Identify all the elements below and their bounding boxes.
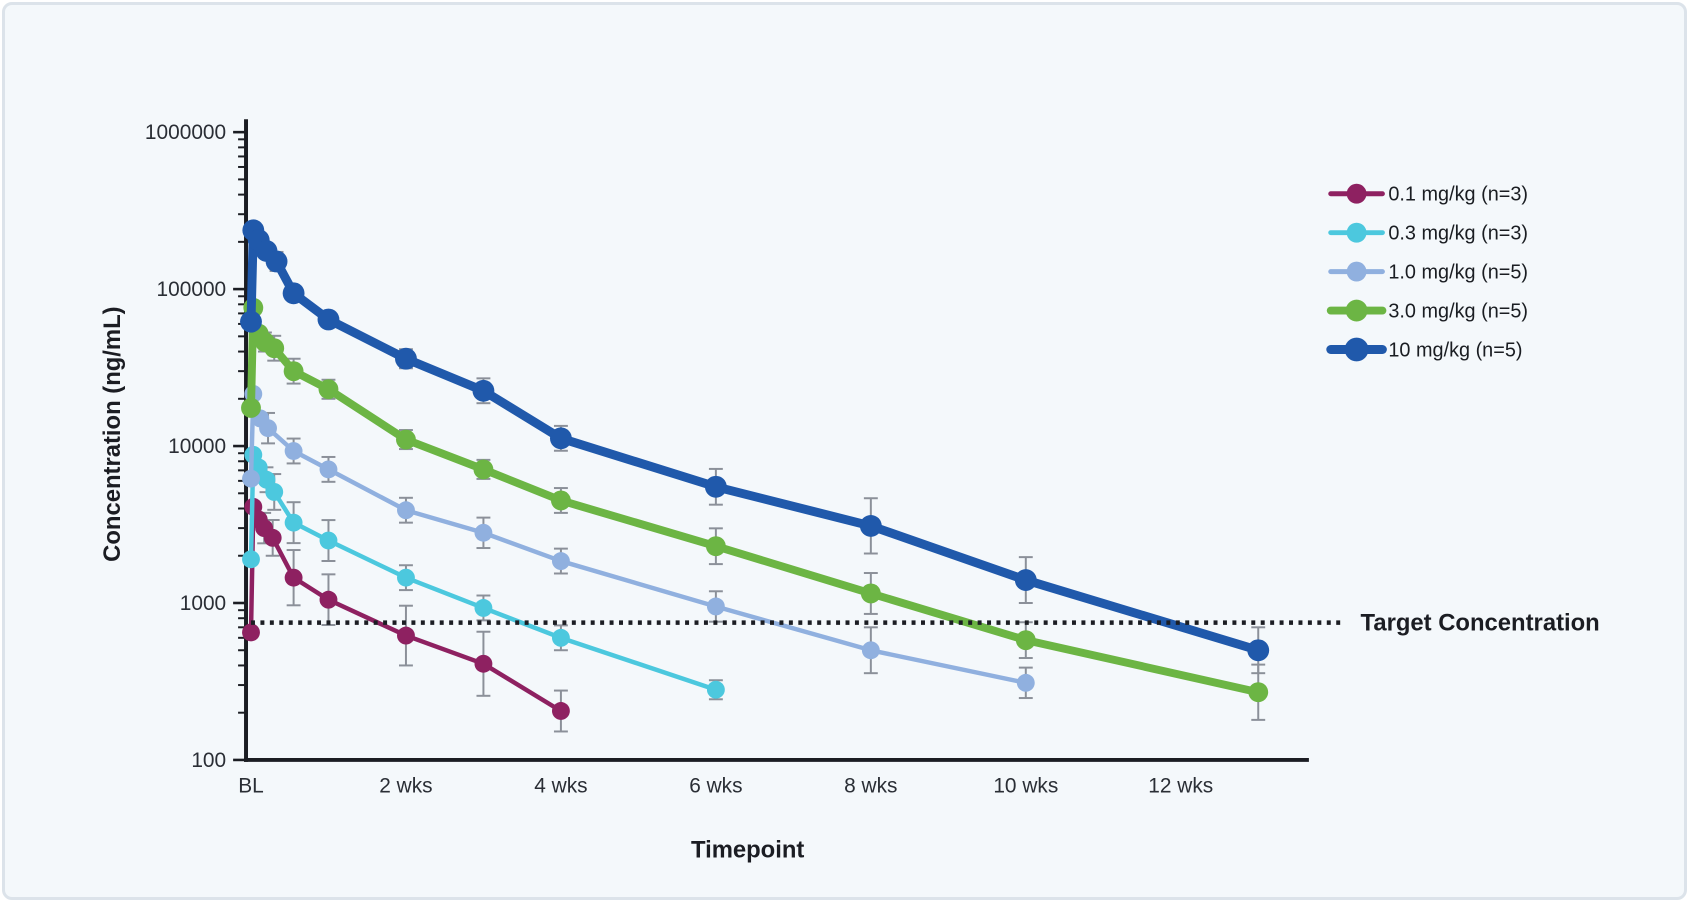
data-point — [319, 590, 338, 609]
data-point — [1247, 639, 1270, 662]
legend-label: 10 mg/kg (n=5) — [1388, 339, 1522, 361]
legend: 0.1 mg/kg (n=3) 0.3 mg/kg (n=3) 1.0 mg/kg … — [1326, 183, 1528, 362]
data-point — [550, 490, 571, 511]
data-point — [861, 641, 880, 660]
data-point — [397, 568, 415, 587]
legend-marker-icon — [1346, 261, 1367, 282]
data-point — [283, 361, 304, 382]
y-tick-label: 100000 — [157, 278, 227, 301]
data-point — [474, 599, 493, 617]
legend-marker-icon — [1346, 183, 1367, 204]
data-point — [706, 597, 725, 616]
data-point — [1014, 569, 1037, 591]
x-tick-label: 8 wks — [844, 775, 897, 798]
data-point — [551, 552, 570, 571]
data-point — [282, 282, 305, 305]
data-point — [284, 442, 303, 460]
legend-marker-icon — [1344, 337, 1369, 362]
legend-item-3: 3.0 mg/kg (n=5) — [1326, 299, 1528, 323]
data-point — [241, 397, 261, 418]
data-point — [1016, 673, 1035, 692]
data-point — [1248, 682, 1269, 703]
legend-label: 0.3 mg/kg (n=3) — [1388, 223, 1528, 245]
data-point — [706, 680, 725, 699]
data-point — [860, 583, 881, 604]
x-tick-label: BL — [238, 775, 264, 798]
data-point — [474, 523, 493, 542]
data-point — [397, 501, 415, 520]
data-point — [319, 460, 338, 479]
data-point — [265, 482, 284, 501]
legend-marker-icon — [1345, 299, 1368, 322]
data-point — [319, 531, 338, 550]
data-point — [551, 628, 570, 647]
series-10-mg-kg-n-5 — [240, 219, 1270, 675]
data-point — [1015, 630, 1036, 651]
y-axis-title: Concentration (ng/mL) — [99, 306, 126, 561]
data-point — [242, 550, 260, 569]
data-point — [704, 475, 727, 498]
data-point — [242, 623, 260, 642]
data-point — [549, 427, 572, 450]
y-tick-label: 1000000 — [145, 121, 226, 144]
legend-label: 3.0 mg/kg (n=5) — [1388, 301, 1528, 323]
data-point — [240, 310, 262, 333]
data-point — [396, 429, 416, 450]
x-tick-label: 12 wks — [1148, 775, 1213, 798]
data-point — [472, 379, 495, 402]
data-point — [395, 347, 417, 370]
data-point — [284, 513, 303, 532]
x-axis-title: Timepoint — [691, 836, 804, 863]
target-line-group: Target Concentration — [250, 610, 1600, 637]
data-point — [242, 469, 260, 488]
series-0.3-mg-kg-n-3 — [242, 445, 725, 701]
data-point — [264, 338, 285, 359]
data-point — [551, 702, 570, 720]
data-point — [473, 459, 494, 480]
data-point — [859, 514, 882, 537]
legend-item-1: 0.3 mg/kg (n=3) — [1328, 222, 1528, 245]
series-1.0-mg-kg-n-5 — [242, 384, 1035, 700]
legend-item-4: 10 mg/kg (n=5) — [1326, 337, 1522, 362]
x-tick-label: 4 wks — [534, 775, 587, 798]
data-point — [263, 528, 282, 547]
series-3.0-mg-kg-n-5 — [241, 297, 1269, 721]
data-point — [318, 379, 339, 400]
data-point — [284, 568, 303, 587]
y-tick-label: 1000 — [180, 592, 226, 615]
y-tick-label: 10000 — [168, 435, 226, 458]
data-point — [705, 536, 726, 557]
y-tick-label: 100 — [191, 749, 226, 772]
legend-marker-icon — [1346, 222, 1367, 243]
data-point — [317, 308, 340, 331]
data-point — [397, 626, 415, 645]
y-axis: 1000000 100000 10000 1000 100 Concentration (… — [99, 119, 249, 772]
legend-label: 1.0 mg/kg (n=5) — [1388, 262, 1528, 284]
x-tick-label: 10 wks — [993, 775, 1058, 798]
data-point — [259, 419, 277, 438]
legend-item-0: 0.1 mg/kg (n=3) — [1328, 183, 1528, 206]
x-tick-label: 2 wks — [379, 775, 432, 798]
x-axis: BL 2 wks 4 wks 6 wks 8 wks 10 wks 12 wks Timepo… — [238, 757, 1309, 863]
target-concentration-label: Target Concentration — [1361, 610, 1600, 637]
series-0.1-mg-kg-n-3 — [242, 497, 570, 733]
x-tick-label: 6 wks — [689, 775, 742, 798]
concentration-time-chart: 1000000 100000 10000 1000 100 Concentration (… — [99, 119, 1600, 863]
data-point — [265, 250, 288, 273]
legend-item-2: 1.0 mg/kg (n=5) — [1328, 261, 1528, 284]
data-point — [474, 654, 493, 673]
legend-label: 0.1 mg/kg (n=3) — [1388, 184, 1528, 206]
